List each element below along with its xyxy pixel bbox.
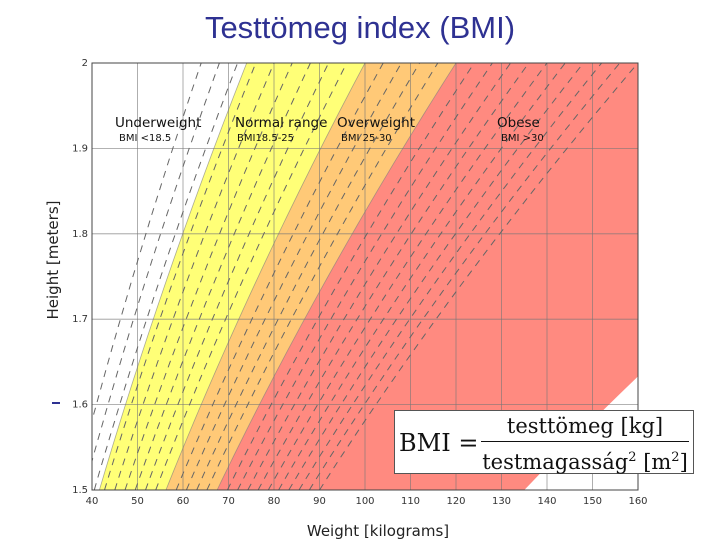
denominator-unit: [m xyxy=(643,450,672,474)
iso-bmi-22 xyxy=(134,63,311,490)
iso-bmi-33 xyxy=(247,63,512,490)
side-marker xyxy=(52,402,60,404)
category-range: BMI >30 xyxy=(501,133,544,144)
x-tick-label: 60 xyxy=(177,496,190,507)
iso-bmi-34 xyxy=(257,63,530,490)
band-boundary xyxy=(216,63,457,490)
formula-fraction: testtömeg [kg] testmagasság2 [m2] xyxy=(481,413,689,475)
x-tick-label: 160 xyxy=(628,496,647,507)
category-name: Underweight xyxy=(115,115,201,131)
iso-bmi-20 xyxy=(114,63,275,490)
x-tick-label: 100 xyxy=(355,496,374,507)
y-tick-label: 2 xyxy=(82,58,88,69)
bmi-formula: BMI = testtömeg [kg] testmagasság2 [m2] xyxy=(394,410,694,474)
x-tick-label: 130 xyxy=(492,496,511,507)
denominator-close: ] xyxy=(679,450,688,474)
x-tick-label: 140 xyxy=(537,496,556,507)
iso-bmi-21 xyxy=(124,63,293,490)
band-boundary xyxy=(99,63,248,490)
bmi-bands xyxy=(92,63,638,490)
x-axis-title: Weight [kilograms] xyxy=(307,522,449,540)
iso-bmi-36 xyxy=(278,63,566,490)
iso-bmi-31 xyxy=(226,63,475,490)
x-tick-label: 110 xyxy=(401,496,420,507)
fraction-bar xyxy=(481,441,689,442)
denominator-unit-exponent: 2 xyxy=(671,450,680,465)
x-tick-label: 70 xyxy=(222,496,235,507)
band-normal-range xyxy=(99,63,366,490)
y-tick-label: 1.6 xyxy=(72,400,88,411)
formula-lhs: BMI = xyxy=(399,429,479,457)
x-tick-labels: 40 50 60 70 80 90 100 110 120 130 140 150 160 xyxy=(86,496,648,507)
iso-bmi-29 xyxy=(206,63,439,490)
category-range: BMI18.5-25 xyxy=(237,133,294,144)
category-range: BMI <18.5 xyxy=(119,133,171,144)
iso-bmi-19 xyxy=(104,63,257,490)
iso-bmi-lines xyxy=(92,63,638,490)
denominator-base: testmagasság xyxy=(482,450,629,474)
slide-title: Testtömeg index (BMI) xyxy=(204,10,516,45)
band-obese xyxy=(217,63,638,490)
iso-bmi-35 xyxy=(267,63,548,490)
x-tick-label: 40 xyxy=(86,496,99,507)
denominator-exponent: 2 xyxy=(628,450,637,465)
iso-bmi-16 xyxy=(92,63,202,423)
y-tick-label: 1.7 xyxy=(72,314,88,325)
x-tick-label: 50 xyxy=(131,496,144,507)
category-labels: Underweight BMI <18.5 Normal range BMI18.5-… xyxy=(115,115,544,144)
x-tick-label: 150 xyxy=(583,496,602,507)
formula-numerator: testtömeg [kg] xyxy=(506,414,664,438)
iso-bmi-32 xyxy=(237,63,493,490)
formula-denominator: testmagasság2 [m2] xyxy=(481,445,689,475)
category-name: Overweight xyxy=(337,115,415,131)
iso-bmi-27 xyxy=(185,63,402,490)
band-overweight xyxy=(165,63,456,490)
y-tick-labels: 1.5 1.6 1.7 1.8 1.9 2 xyxy=(72,58,88,496)
y-tick-label: 1.9 xyxy=(72,143,88,154)
iso-bmi-37 xyxy=(288,63,584,490)
x-tick-label: 80 xyxy=(268,496,281,507)
iso-bmi-28 xyxy=(196,63,421,490)
y-tick-label: 1.8 xyxy=(72,229,88,240)
x-tick-label: 120 xyxy=(446,496,465,507)
iso-bmi-39 xyxy=(308,63,621,490)
category-range: BMI 25-30 xyxy=(341,133,392,144)
band-underweight xyxy=(92,63,247,490)
y-axis-title: Height [meters] xyxy=(44,201,62,320)
band-boundary xyxy=(165,63,366,490)
category-name: Normal range xyxy=(235,115,327,131)
iso-bmi-18 xyxy=(93,63,239,490)
plot-frame xyxy=(91,62,639,491)
iso-bmi-38 xyxy=(298,63,602,490)
y-tick-label: 1.5 xyxy=(72,485,88,496)
x-tick-label: 90 xyxy=(313,496,326,507)
iso-bmi-26 xyxy=(175,63,384,490)
iso-bmi-17 xyxy=(92,63,220,463)
category-name: Obese xyxy=(497,115,540,131)
